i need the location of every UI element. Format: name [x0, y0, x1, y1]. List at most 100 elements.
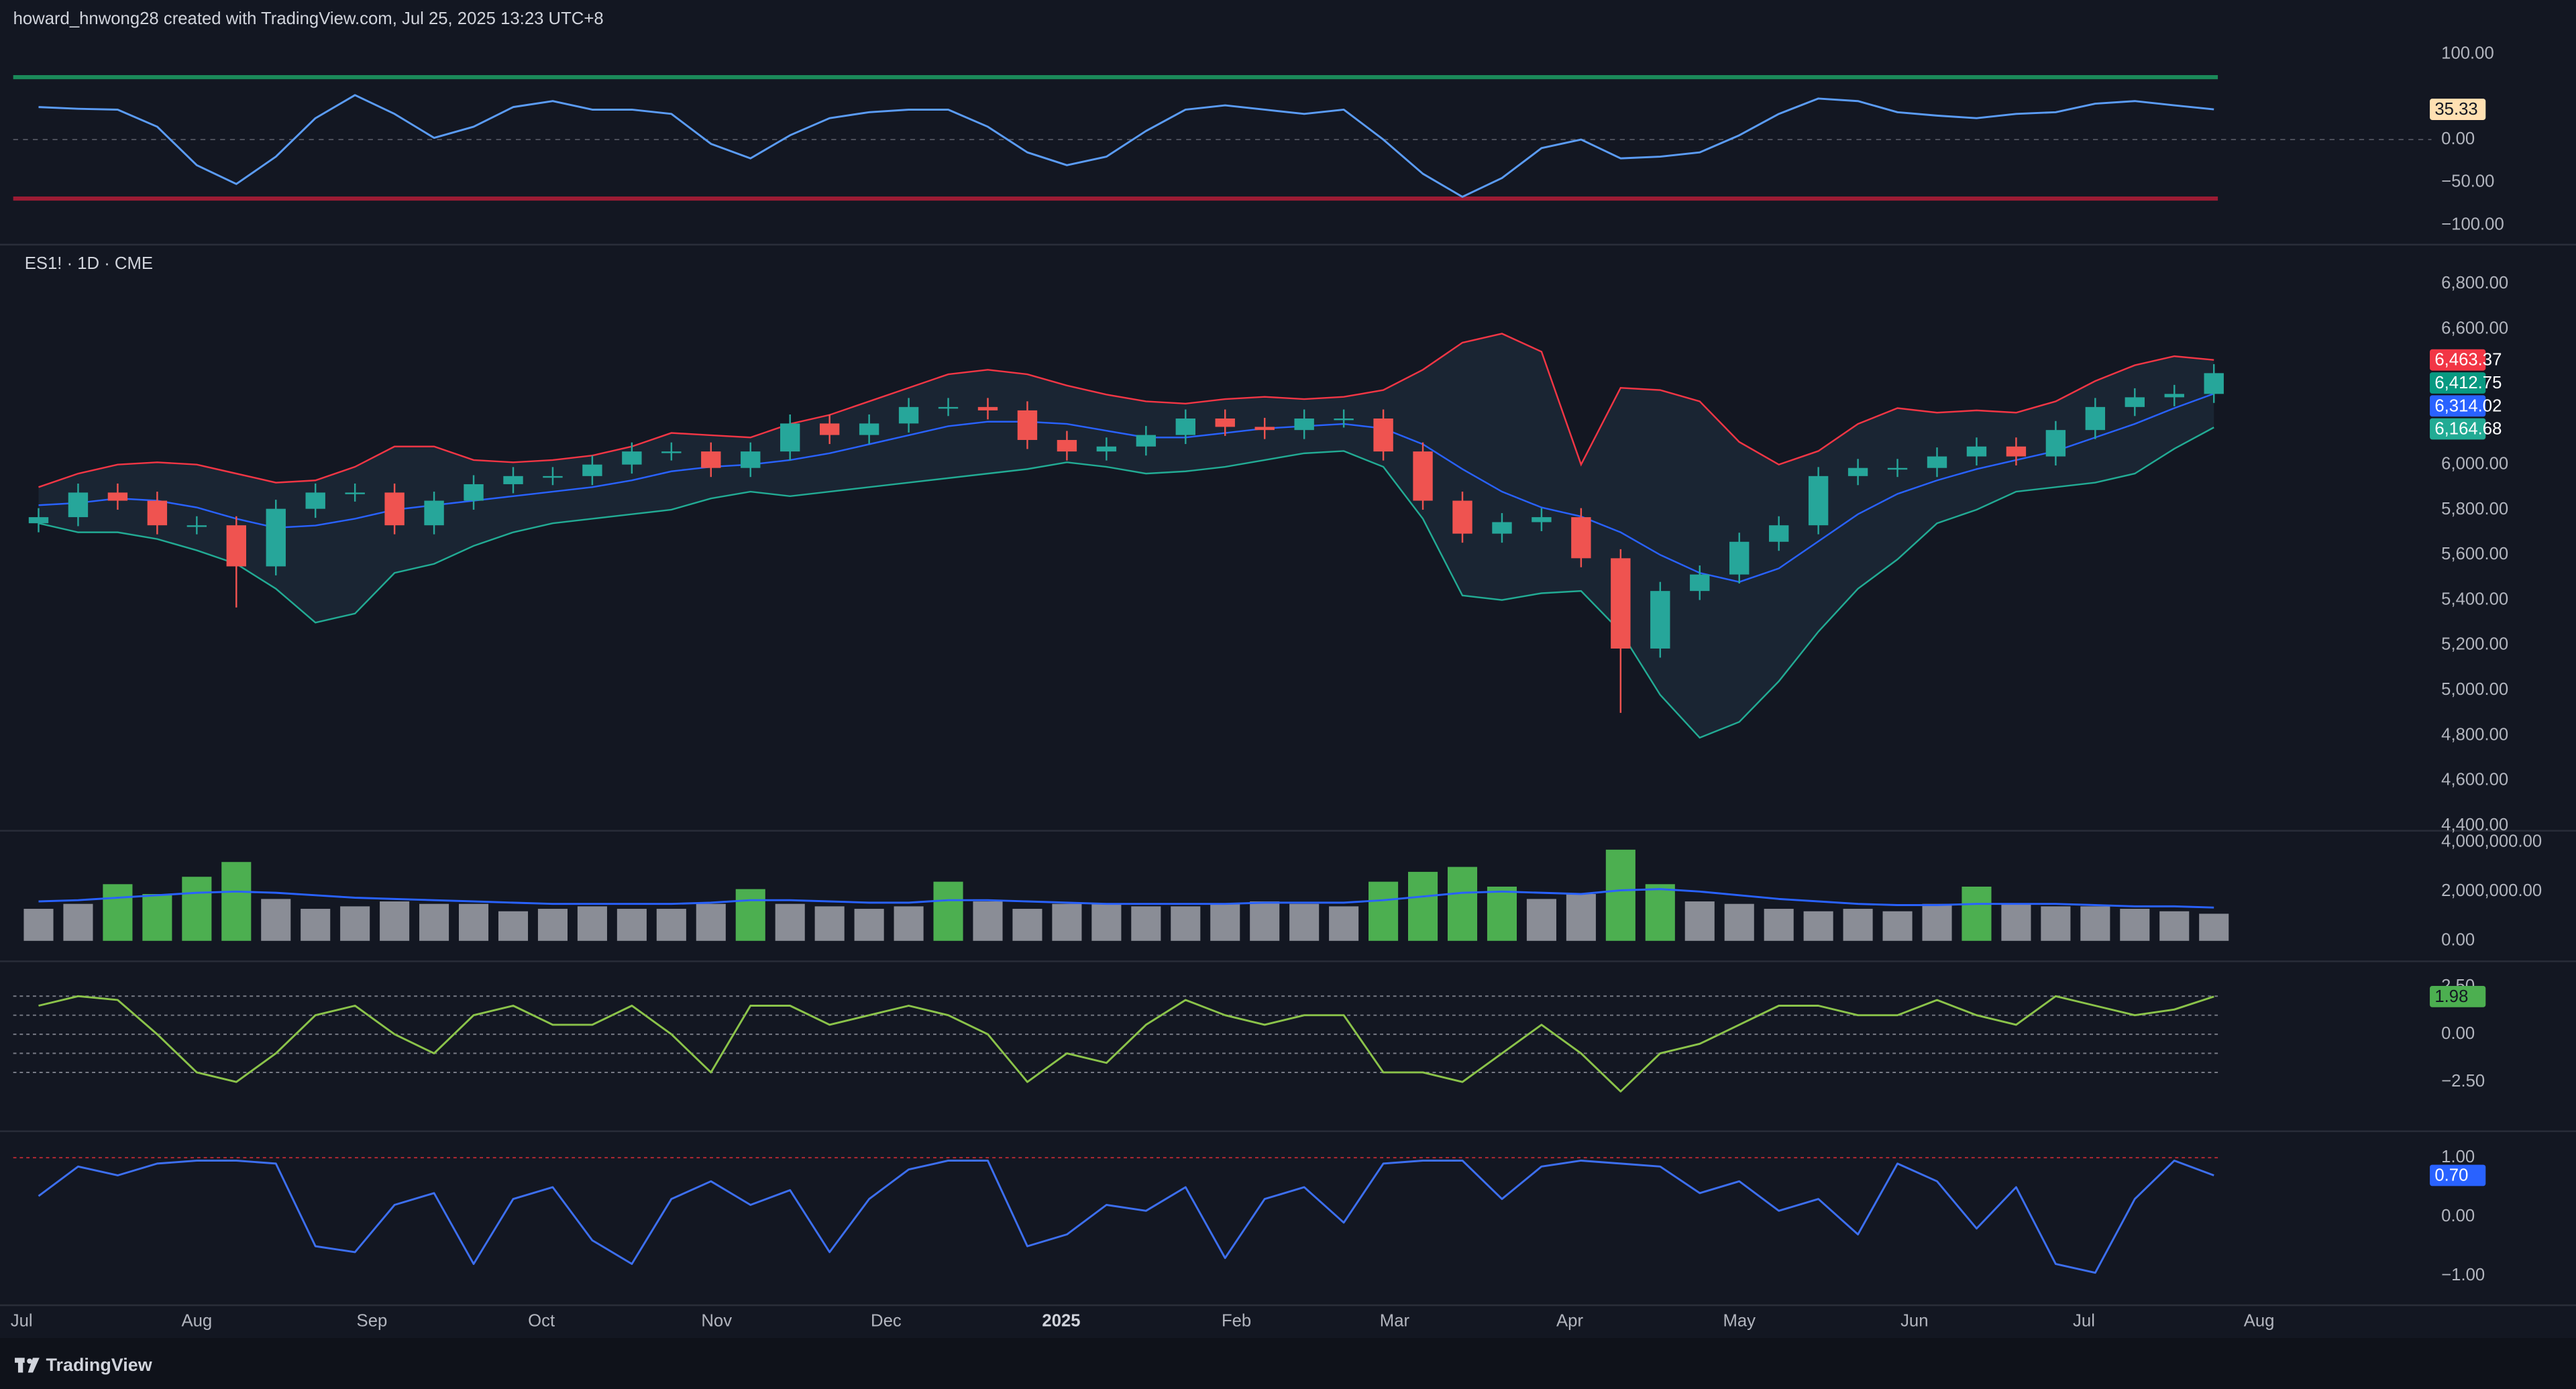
- candle-body: [2006, 446, 2027, 457]
- volume-bar: [2080, 906, 2110, 941]
- candle-body: [266, 508, 286, 567]
- volume-bar: [1091, 903, 1122, 941]
- volume-bar: [221, 862, 252, 941]
- y-tick-label: 6,000.00: [2441, 454, 2508, 473]
- volume-bar: [1171, 906, 1201, 941]
- candle-body: [859, 423, 879, 435]
- candle-body: [1690, 574, 1710, 592]
- y-tick-label: 5,800.00: [2441, 500, 2508, 518]
- last-value-tag: [2430, 1164, 2486, 1186]
- volume-bar: [2001, 903, 2031, 941]
- series-line: [38, 995, 2214, 1093]
- series-line: [38, 1160, 2214, 1274]
- candle-body: [701, 451, 721, 468]
- y-tick-label: 0.00: [2441, 1024, 2475, 1043]
- x-tick-label: Mar: [1380, 1311, 1410, 1330]
- x-tick-label: Jul: [2073, 1311, 2095, 1330]
- volume-bar: [1210, 903, 1240, 941]
- candle-body: [1334, 419, 1354, 421]
- y-tick-label: 4,400.00: [2441, 816, 2508, 834]
- candle-body: [2125, 397, 2145, 407]
- candle-body: [1927, 456, 1947, 468]
- last-value-tag: [2430, 985, 2486, 1007]
- x-tick-label: May: [1723, 1311, 1756, 1330]
- y-tick-label: 5,600.00: [2441, 545, 2508, 563]
- candle-body: [622, 451, 642, 465]
- candle-body: [1532, 517, 1552, 522]
- candle-body: [1768, 525, 1789, 542]
- candle-body: [28, 517, 49, 524]
- volume-bar: [1368, 881, 1399, 941]
- candle-body: [1057, 439, 1077, 452]
- y-tick-label: 5,400.00: [2441, 590, 2508, 608]
- volume-bar: [1329, 906, 1359, 941]
- separators: [0, 243, 2576, 1307]
- candle-body: [1452, 500, 1472, 534]
- volume-bar: [340, 906, 370, 941]
- last-value-label: 0.70: [2434, 1166, 2468, 1185]
- candle-body: [2045, 430, 2066, 457]
- series-line: [38, 94, 2214, 198]
- x-tick-label: Jul: [11, 1311, 33, 1330]
- x-tick-label: Aug: [2244, 1311, 2275, 1330]
- volume-bar: [1882, 911, 1913, 941]
- candle-body: [1215, 419, 1235, 427]
- volume-bar: [933, 881, 963, 941]
- candle-body: [503, 476, 523, 484]
- last-value-label: 6,463.37: [2434, 351, 2502, 370]
- x-tick-label: Nov: [701, 1311, 732, 1330]
- volume-bar: [142, 893, 172, 941]
- y-tick-label: −50.00: [2441, 172, 2494, 191]
- candle-body: [186, 525, 207, 527]
- y-tick-label: 4,800.00: [2441, 725, 2508, 744]
- volume-bar: [1487, 886, 1517, 941]
- y-tick-label: −2.50: [2441, 1072, 2485, 1091]
- symbol-title: ES1! · 1D · CME: [25, 254, 153, 273]
- candle-body: [1847, 467, 1868, 476]
- volume-bar: [498, 911, 529, 941]
- x-tick-label: Aug: [181, 1311, 212, 1330]
- volume-bar: [63, 903, 93, 941]
- volume-bar: [1447, 867, 1478, 941]
- y-tick-label: 6,800.00: [2441, 274, 2508, 292]
- volume-bar: [103, 884, 133, 941]
- volume-bar: [1962, 886, 1992, 941]
- candle-body: [464, 484, 484, 501]
- candle-body: [1175, 419, 1195, 435]
- last-value-tag: [2430, 349, 2486, 371]
- x-tick-label: Dec: [871, 1311, 902, 1330]
- volume-bar: [1052, 903, 1082, 941]
- candle-body: [2204, 373, 2224, 394]
- volume-bar: [656, 909, 686, 941]
- candle-body: [1254, 427, 1275, 431]
- volume-bar: [696, 903, 726, 941]
- volume-bar: [1408, 871, 1438, 941]
- candle-body: [1492, 522, 1512, 534]
- volume-bar: [537, 909, 568, 941]
- last-value-label: 6,314.02: [2434, 396, 2502, 415]
- candle-body: [2085, 406, 2106, 431]
- last-value-label: 35.33: [2434, 100, 2477, 119]
- x-tick-label: Apr: [1556, 1311, 1583, 1330]
- logo: [15, 1357, 40, 1373]
- footer-bar: [0, 1338, 2576, 1389]
- candle-body: [68, 492, 89, 518]
- volume-bar: [735, 889, 765, 941]
- volume-bar: [775, 903, 805, 941]
- candle-body: [1611, 558, 1631, 649]
- volume-bar: [1764, 909, 1794, 941]
- candle-body: [226, 525, 246, 567]
- candle-body: [1017, 410, 1038, 440]
- y-tick-label: 100.00: [2441, 44, 2494, 62]
- y-tick-label: 4,600.00: [2441, 771, 2508, 789]
- candle-body: [147, 500, 168, 526]
- volume-bar: [1131, 906, 1161, 941]
- volume-bar: [814, 906, 845, 941]
- volume-bar: [182, 877, 212, 941]
- brand: TradingView: [46, 1355, 152, 1375]
- volume-bar: [1289, 903, 1320, 941]
- candle-body: [1729, 541, 1750, 575]
- y-tick-label: 4,000,000.00: [2441, 832, 2542, 851]
